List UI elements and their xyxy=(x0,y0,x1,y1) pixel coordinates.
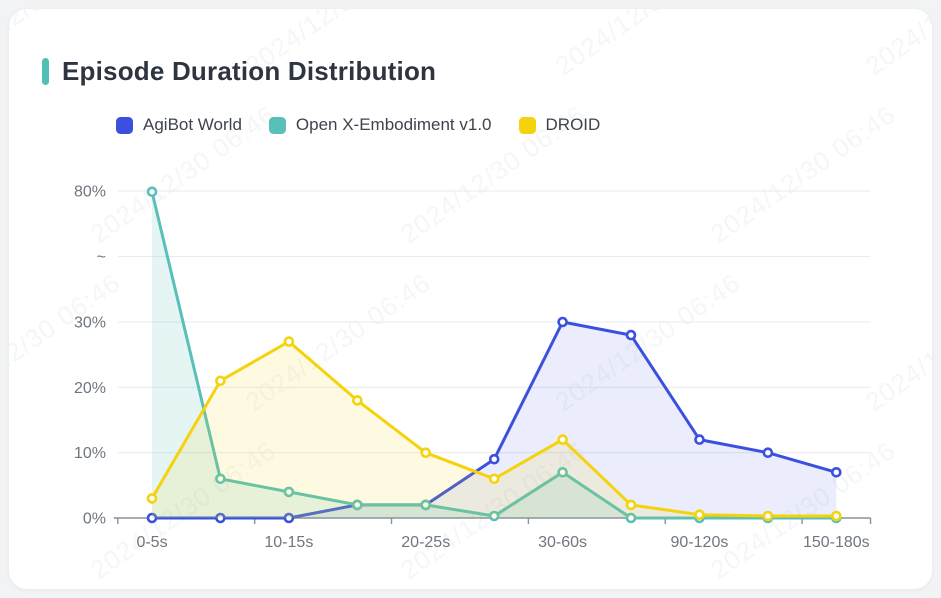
data-point[interactable] xyxy=(146,493,158,504)
data-point[interactable] xyxy=(420,447,432,459)
data-point[interactable] xyxy=(694,509,705,521)
title-accent-bar xyxy=(42,58,49,85)
x-axis-label: 30-60s xyxy=(538,534,587,551)
data-point[interactable] xyxy=(283,336,295,347)
x-axis-label: 90-120s xyxy=(671,534,729,551)
data-point[interactable] xyxy=(215,375,226,387)
legend-label: DROID xyxy=(545,115,601,134)
x-axis-label: 0-5s xyxy=(136,534,167,551)
data-point[interactable] xyxy=(488,510,500,522)
legend-swatch-icon xyxy=(518,116,536,134)
data-point[interactable] xyxy=(146,512,158,524)
legend-item-2[interactable]: DROID xyxy=(518,115,601,135)
data-point[interactable] xyxy=(830,466,842,478)
data-point[interactable] xyxy=(557,434,568,445)
y-axis-label: 0% xyxy=(83,511,106,528)
y-axis-label: 10% xyxy=(74,445,106,462)
series-area-0 xyxy=(152,322,837,518)
data-point[interactable] xyxy=(488,473,500,485)
y-axis-label: 80% xyxy=(74,184,106,201)
data-point[interactable] xyxy=(625,499,637,511)
data-point[interactable] xyxy=(557,466,568,478)
legend-item-0[interactable]: AgiBot World xyxy=(116,115,242,135)
data-point[interactable] xyxy=(557,316,568,328)
data-point[interactable] xyxy=(283,512,295,524)
data-point[interactable] xyxy=(215,512,226,524)
data-point[interactable] xyxy=(146,186,158,198)
data-point[interactable] xyxy=(625,512,637,524)
data-point[interactable] xyxy=(215,473,226,485)
data-point[interactable] xyxy=(351,395,363,406)
data-point[interactable] xyxy=(625,329,637,341)
data-point[interactable] xyxy=(762,510,774,522)
legend-label: Open X-Embodiment v1.0 xyxy=(295,115,492,134)
y-axis-label: 30% xyxy=(74,315,106,332)
data-point[interactable] xyxy=(488,453,500,465)
series-area-2 xyxy=(152,341,837,518)
x-axis-label: 20-25s xyxy=(401,534,450,551)
legend-label: AgiBot World xyxy=(143,115,242,134)
legend-swatch-icon xyxy=(116,116,133,134)
legend-item-1[interactable]: Open X-Embodiment v1.0 xyxy=(268,115,492,135)
data-point[interactable] xyxy=(762,447,774,459)
data-point[interactable] xyxy=(351,499,363,511)
x-axis-label: 150-180s xyxy=(803,534,870,551)
y-axis-label: ~ xyxy=(97,249,106,266)
x-axis-label: 10-15s xyxy=(264,534,313,551)
chart-card: 2024/12/30 06:46 2024/12/30 06:46 2024/12/… xyxy=(9,9,932,589)
data-point[interactable] xyxy=(420,499,432,511)
y-axis-label: 20% xyxy=(74,380,106,397)
data-point[interactable] xyxy=(694,434,705,445)
legend-swatch-icon xyxy=(268,116,286,134)
data-point[interactable] xyxy=(830,510,842,522)
chart-title: Episode Duration Distribution xyxy=(62,56,437,86)
series-area-1 xyxy=(152,191,837,519)
chart-header: Episode Duration Distribution xyxy=(42,56,436,87)
legend: AgiBot World Open X-Embodiment v1.0 DROID xyxy=(116,115,600,135)
data-point[interactable] xyxy=(283,486,295,498)
